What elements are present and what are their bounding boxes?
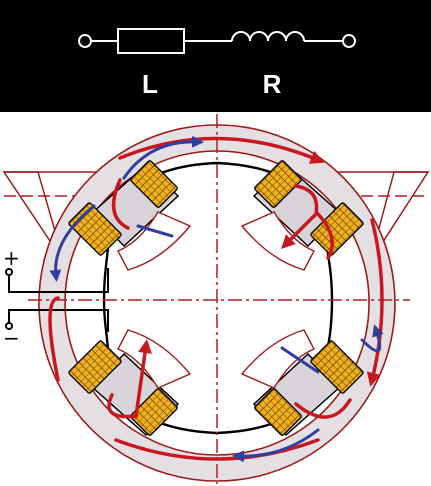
flux-blue: [49, 135, 384, 463]
label-l: L: [142, 69, 158, 99]
plus-terminal-icon: [5, 268, 13, 276]
flux-loop-bottom-left: [107, 339, 152, 419]
plus-label: +: [3, 246, 20, 270]
flux-arrow-left: [48, 296, 60, 382]
flux-loop-top-right-b: [316, 212, 334, 260]
header-background: [0, 0, 431, 112]
flux-blue-left: [49, 204, 96, 282]
pole-bottom-left: [68, 329, 192, 437]
flux-loop-top-left: [111, 178, 130, 230]
supply-leads: [5, 268, 109, 332]
coil-top-right-outer: [310, 202, 364, 256]
inductor-icon: [231, 31, 305, 42]
flux-loop-top-right: [281, 184, 319, 249]
flux-blue-top: [122, 135, 204, 180]
coil-bottom-left-outer: [68, 340, 122, 394]
flux-blue-tick-br: [280, 346, 320, 374]
coil-top-right-inner: [254, 160, 302, 208]
minus-label: −: [3, 326, 20, 350]
coil-bottom-right-inner: [254, 388, 302, 436]
flux-blue-tick-tl: [136, 224, 174, 238]
flux-arrow-top: [118, 136, 325, 164]
flux-blue-right: [360, 324, 384, 353]
label-r: R: [263, 69, 282, 99]
coil-bottom-left-inner: [130, 388, 178, 436]
minus-terminal-icon: [5, 322, 13, 330]
pole-bottom-right: [240, 329, 364, 437]
flux-blue-bottom: [232, 428, 320, 463]
flux-loop-bottom-right: [294, 398, 352, 419]
circuit-wire: [78, 28, 356, 54]
motor-cross-section: + −: [2, 114, 430, 484]
coil-bottom-right-outer: [310, 340, 364, 394]
center-lines: [28, 114, 410, 484]
equivalent-circuit-header: L R: [0, 0, 431, 112]
right-terminal-icon: [342, 34, 356, 48]
coil-top-left-inner: [130, 160, 178, 208]
pole-top-right: [240, 160, 364, 271]
